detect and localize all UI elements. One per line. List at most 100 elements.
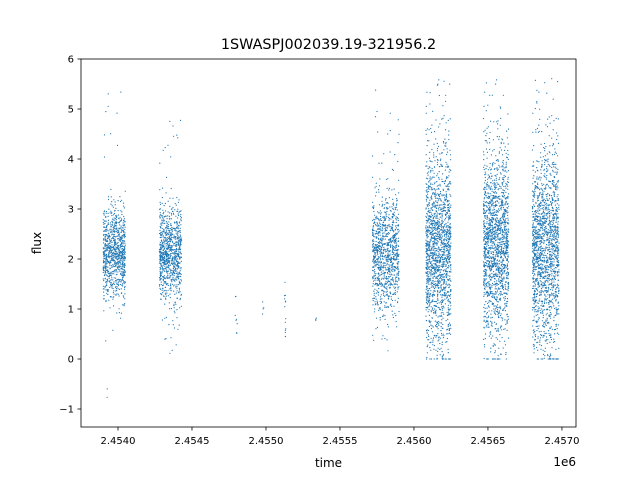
data-point (397, 261, 399, 263)
data-point (442, 221, 444, 223)
data-point (114, 247, 116, 250)
data-point (107, 196, 110, 198)
data-point (450, 159, 452, 161)
data-point (375, 225, 377, 227)
data-point (112, 206, 114, 208)
data-point (436, 243, 438, 245)
data-point (109, 264, 111, 266)
data-point (124, 235, 126, 237)
data-point (441, 299, 443, 301)
data-point (124, 251, 126, 254)
data-point (381, 285, 383, 287)
data-point (104, 286, 106, 288)
data-point (172, 272, 174, 274)
data-point (447, 298, 449, 300)
data-point (485, 232, 488, 234)
data-point (504, 299, 506, 301)
data-point (449, 261, 451, 263)
data-point (377, 278, 380, 281)
data-point (446, 148, 448, 150)
data-point (165, 252, 167, 254)
data-point (429, 244, 431, 246)
data-point (437, 347, 439, 349)
data-point (385, 258, 387, 260)
data-point (386, 244, 388, 246)
data-point (174, 236, 176, 238)
data-point (174, 279, 176, 281)
data-point (445, 264, 447, 266)
data-point (178, 247, 181, 249)
data-point (498, 294, 500, 296)
data-point (450, 289, 452, 291)
data-point (315, 318, 317, 320)
data-point (450, 305, 452, 307)
data-point (425, 105, 427, 107)
data-point (396, 272, 398, 274)
data-point (162, 218, 165, 220)
data-point (397, 231, 399, 233)
data-point (111, 214, 113, 217)
data-point (124, 221, 126, 223)
data-point (445, 195, 448, 197)
data-point (443, 251, 446, 253)
data-point (372, 155, 374, 157)
data-point (379, 268, 381, 271)
data-point (445, 297, 448, 299)
data-point (394, 249, 396, 251)
data-point (496, 280, 498, 282)
data-point (500, 173, 502, 175)
data-point (426, 222, 428, 224)
data-point (425, 198, 427, 200)
data-point (429, 176, 431, 178)
data-point (123, 237, 125, 239)
data-point (162, 233, 164, 235)
data-point (386, 288, 388, 290)
data-point (445, 166, 447, 168)
data-point (497, 208, 500, 210)
data-point (111, 266, 113, 268)
data-point (440, 224, 442, 226)
data-point (179, 297, 181, 300)
data-point (111, 218, 114, 220)
data-point (498, 179, 500, 181)
data-point (123, 288, 126, 290)
data-point (381, 252, 383, 255)
data-point (169, 296, 171, 299)
data-point (159, 279, 161, 281)
data-point (433, 220, 435, 222)
data-point (104, 229, 107, 231)
data-point (391, 257, 393, 260)
data-point (506, 266, 508, 268)
data-point (165, 221, 167, 223)
data-point (444, 246, 446, 248)
data-point (395, 218, 397, 220)
data-point (433, 216, 435, 218)
data-point (118, 281, 120, 283)
data-point (443, 280, 445, 282)
data-point (173, 290, 175, 292)
data-point (390, 258, 392, 261)
data-point (112, 264, 114, 266)
data-point (393, 286, 395, 288)
data-point (443, 258, 445, 260)
data-point (107, 93, 109, 95)
data-point (427, 339, 429, 341)
data-point (116, 258, 118, 260)
data-point (164, 262, 166, 264)
data-point (123, 205, 125, 207)
chart-title: 1SWASPJ002039.19-321956.2 (221, 37, 436, 53)
data-point (119, 227, 121, 229)
data-point (177, 232, 179, 234)
data-point (172, 259, 174, 261)
data-point (124, 244, 126, 246)
data-point (487, 281, 489, 284)
data-point (166, 262, 169, 264)
data-point (110, 275, 112, 277)
data-point (445, 234, 447, 236)
data-point (391, 284, 393, 286)
data-point (490, 212, 492, 214)
data-point (431, 205, 434, 207)
data-point (507, 113, 509, 115)
data-point (502, 214, 504, 216)
data-point (109, 212, 111, 214)
